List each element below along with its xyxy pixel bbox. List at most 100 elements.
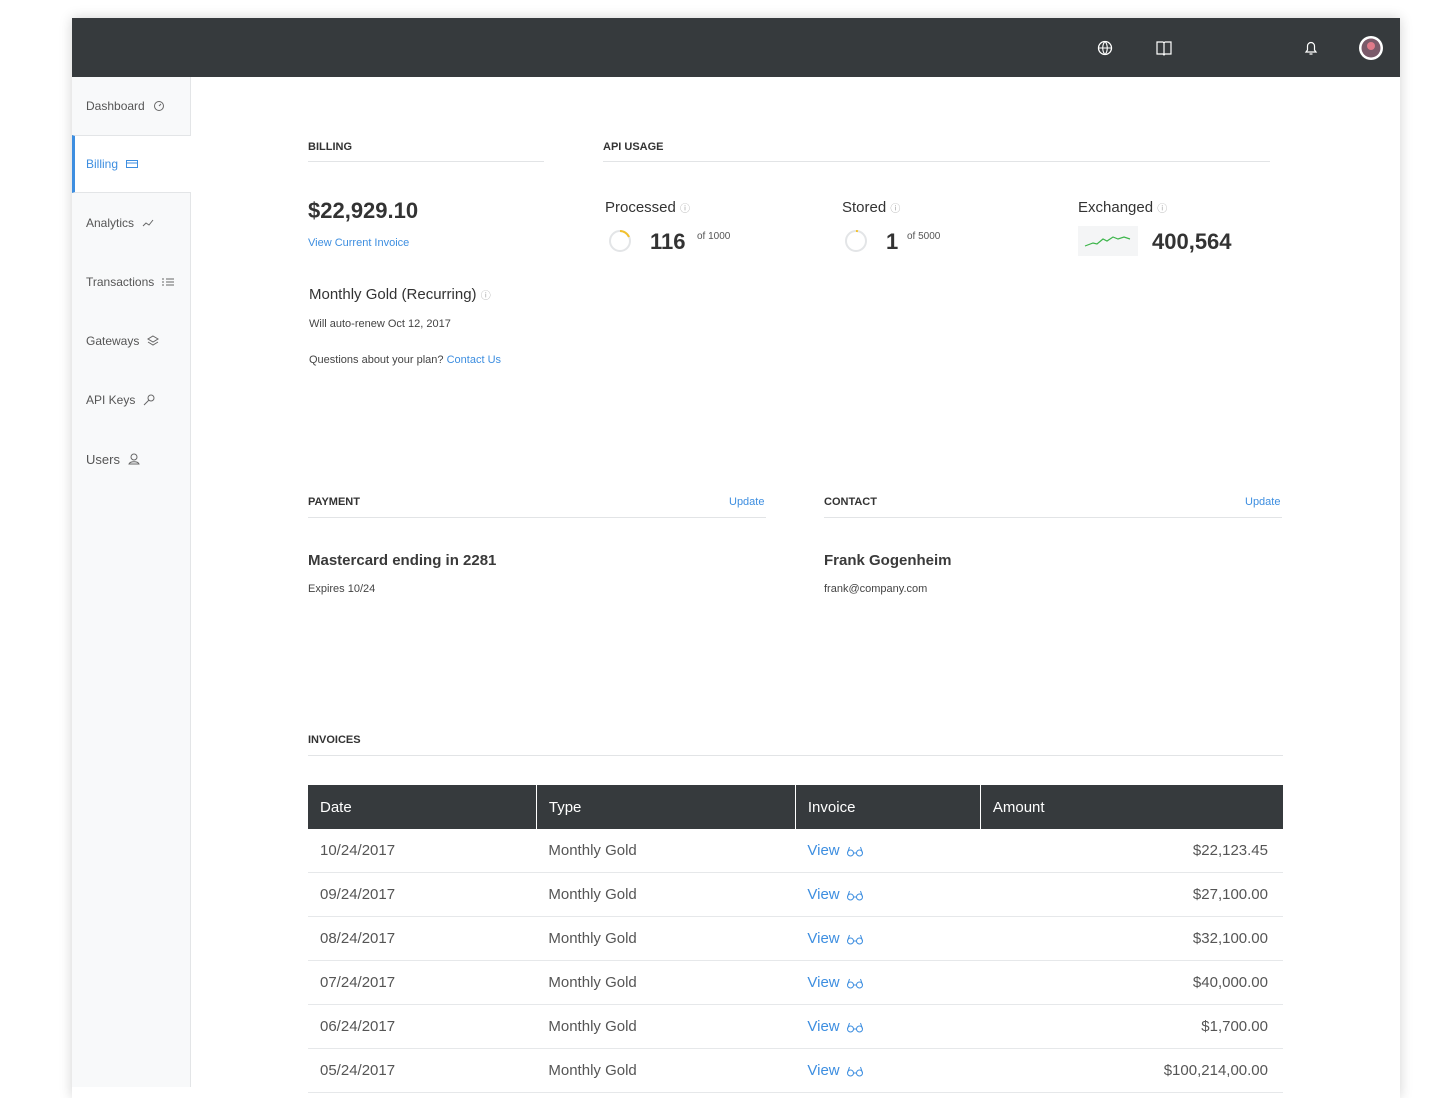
metric-value: 116 — [650, 229, 686, 254]
nav-item[interactable]: Dashboard — [72, 77, 190, 135]
nav-item-active[interactable]: Billing — [72, 135, 191, 193]
glasses-icon — [846, 1066, 863, 1077]
contact-link[interactable]: Contact Us — [446, 354, 502, 366]
nav-label: Analytics — [86, 216, 135, 230]
usage-ring — [845, 229, 867, 252]
renew-text: Will auto-renew Oct 12, 2017 — [309, 318, 451, 330]
cell: Monthly Gold — [536, 872, 796, 917]
cell: $40,000.00 — [980, 960, 1283, 1005]
card-text: Mastercard ending in 2281 — [308, 552, 497, 569]
cell: View — [795, 960, 981, 1005]
cell: $100,214,00.00 — [980, 1048, 1283, 1093]
column-header: Invoice — [794, 785, 981, 829]
view-link[interactable]: View — [807, 930, 840, 947]
section-title: INVOICES — [308, 734, 361, 746]
nav-icon — [142, 219, 154, 227]
invoice-row: 06/24/2017 Monthly Gold View $1,700.00 — [308, 1004, 1283, 1049]
invoice-row: 05/24/2017 Monthly Gold View $100,214,00.00 — [308, 1048, 1283, 1093]
section-title: PAYMENT — [308, 496, 360, 508]
cell: 07/24/2017 — [308, 960, 537, 1005]
invoice-link[interactable]: View Current Invoice — [308, 237, 410, 249]
expiry-text: Expires 10/24 — [308, 583, 376, 595]
divider — [603, 161, 1270, 162]
metric-label-text: Exchanged — [1078, 199, 1154, 216]
view-link[interactable]: View — [807, 886, 840, 903]
section-title: API USAGE — [603, 141, 664, 153]
cell: View — [795, 872, 981, 917]
nav-icon — [128, 453, 140, 465]
nav-item[interactable]: Transactions — [72, 253, 190, 311]
view-link[interactable]: View — [807, 1018, 840, 1035]
metric-total: of 1000 — [697, 231, 731, 242]
metric-value: 1 — [886, 229, 899, 254]
cell: $22,123.45 — [980, 829, 1283, 873]
column-header: Date — [308, 785, 537, 829]
question-text: Questions about your plan? — [309, 354, 444, 366]
nav-item[interactable]: API Keys — [72, 371, 190, 429]
plan-question: Questions about your plan? Contact Us — [309, 354, 501, 366]
nav-label: Transactions — [86, 275, 155, 289]
column-header: Type — [535, 785, 796, 829]
invoice-row: 08/24/2017 Monthly Gold View $32,100.00 — [308, 916, 1283, 961]
cell: 10/24/2017 — [308, 829, 537, 873]
nav-item[interactable]: Gateways — [72, 312, 190, 370]
view-link[interactable]: View — [807, 974, 840, 991]
glasses-icon — [846, 1022, 863, 1033]
column-header: Amount — [979, 785, 1283, 829]
divider — [824, 517, 1282, 518]
invoice-row: 10/24/2017 Monthly Gold View $22,123.45 — [308, 829, 1283, 873]
billing-amount: $22,929.10 — [308, 198, 419, 223]
glasses-icon — [846, 934, 863, 945]
bell-icon[interactable] — [1303, 39, 1319, 57]
app-window: Dashboard Billing Analytics Transactions… — [72, 18, 1400, 1098]
globe-icon[interactable] — [1096, 39, 1114, 57]
cell: Monthly Gold — [536, 1004, 796, 1049]
divider — [308, 755, 1283, 756]
cell: 05/24/2017 — [308, 1048, 537, 1093]
view-link[interactable]: View — [807, 842, 840, 859]
contact-email: frank@company.com — [824, 583, 928, 595]
cell: Monthly Gold — [536, 829, 796, 873]
plan-text: Monthly Gold (Recurring) — [309, 286, 477, 303]
cell: View — [795, 1048, 981, 1093]
update-link[interactable]: Update — [729, 496, 765, 508]
cell: $32,100.00 — [980, 916, 1283, 961]
table-body: 10/24/2017 Monthly Gold View $22,123.45 09/2… — [308, 829, 1283, 1093]
glasses-icon — [846, 890, 863, 901]
cell: 08/24/2017 — [308, 916, 537, 961]
cell: 06/24/2017 — [308, 1004, 537, 1049]
nav-icon — [147, 335, 160, 346]
divider — [308, 161, 544, 162]
nav-icon — [144, 394, 155, 406]
invoice-row: 09/24/2017 Monthly Gold View $27,100.00 — [308, 872, 1283, 917]
nav-item[interactable]: Users — [72, 430, 190, 488]
cell: Monthly Gold — [536, 916, 796, 961]
nav-label: Billing — [86, 157, 119, 171]
invoice-row: 07/24/2017 Monthly Gold View $40,000.00 — [308, 960, 1283, 1005]
cell: 09/24/2017 — [308, 872, 537, 917]
update-link[interactable]: Update — [1245, 496, 1281, 508]
nav-item[interactable]: Analytics — [72, 194, 190, 252]
view-link[interactable]: View — [807, 1062, 840, 1079]
cell: $27,100.00 — [980, 872, 1283, 917]
invoice-table: Date Type Invoice Amount 10/24/2017 Monthly G… — [308, 785, 1283, 1093]
cell: View — [795, 916, 981, 961]
contact-name: Frank Gogenheim — [824, 552, 952, 569]
cell: View — [795, 829, 981, 873]
usage-ring — [609, 230, 631, 252]
metric-label: Stored ⓘ — [842, 199, 901, 216]
nav-icon — [153, 101, 164, 111]
metric-label: Exchanged ⓘ — [1078, 199, 1168, 216]
divider — [308, 517, 766, 518]
docs-icon[interactable] — [1155, 39, 1173, 57]
nav-label: API Keys — [86, 393, 136, 407]
cell: View — [795, 1004, 981, 1049]
avatar[interactable] — [1358, 35, 1384, 61]
nav-icon — [162, 278, 175, 286]
metric-total: of 5000 — [907, 231, 941, 242]
glasses-icon — [846, 978, 863, 989]
cell: Monthly Gold — [536, 1048, 796, 1093]
section-title: BILLING — [308, 141, 352, 153]
nav-label: Dashboard — [86, 99, 145, 113]
